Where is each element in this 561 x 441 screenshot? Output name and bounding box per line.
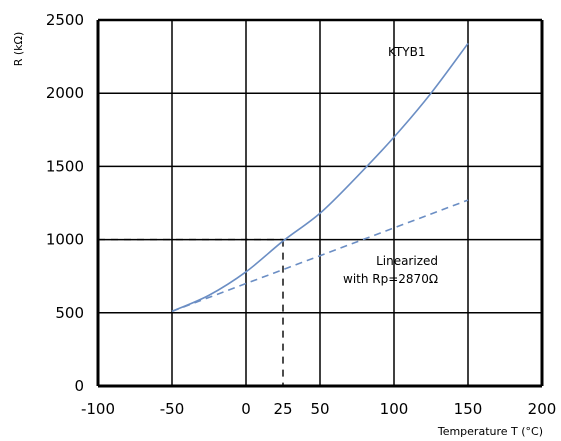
linearized-label-line-2: with Rp=2870Ω: [343, 272, 438, 286]
y-tick-label: 2000: [46, 84, 84, 102]
x-tick-label: 25: [273, 400, 292, 418]
y-tick-label: 2500: [46, 11, 84, 29]
x-tick-label: 100: [380, 400, 409, 418]
x-axis-title: Temperature T (°C): [437, 425, 543, 438]
reference-lines: [98, 238, 284, 386]
series-layer: [171, 42, 469, 313]
x-tick-label: -100: [81, 400, 115, 418]
linearized-label-line-1: Linearized: [376, 254, 438, 268]
series-line-ktyb1: [171, 42, 469, 313]
x-tick-label: 150: [454, 400, 483, 418]
x-tick-label: 200: [528, 400, 557, 418]
y-tick-label: 1000: [46, 231, 84, 249]
x-tick-label: 50: [310, 400, 329, 418]
series-line-linearized: [171, 199, 469, 313]
y-axis-title: R (kΩ): [12, 32, 25, 67]
y-tick-label: 1500: [46, 157, 84, 175]
tick-labels: -100 -50 0 25 50 100 150 2000500100015002000250…: [46, 11, 557, 418]
series-label-ktyb1: KTYB1: [388, 45, 425, 59]
y-tick-label: 500: [55, 304, 84, 322]
y-tick-label: 0: [74, 377, 84, 395]
axes: [96, 18, 544, 388]
x-tick-label: -50: [160, 400, 185, 418]
x-tick-label: 0: [241, 400, 251, 418]
